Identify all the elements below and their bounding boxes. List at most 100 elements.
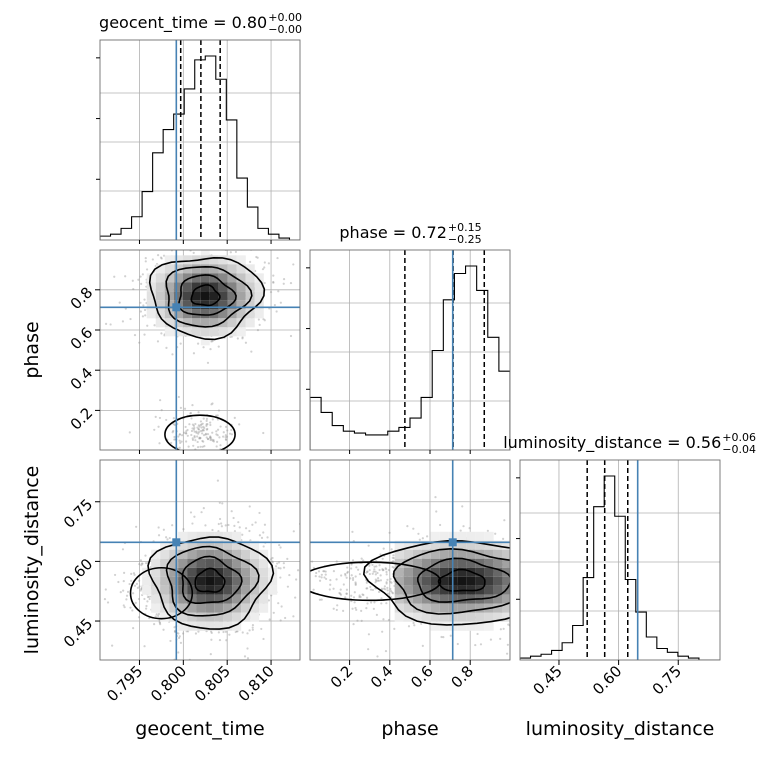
density-cell [223,621,233,631]
sample-point [381,569,384,572]
sample-point [379,579,383,582]
sample-point [206,438,210,441]
sample-point [577,566,579,568]
sample-point [177,632,180,635]
density-cell [191,282,201,292]
sample-point [380,602,383,605]
density-cell [484,576,494,586]
sample-point [143,298,146,301]
sample-point [373,565,376,568]
sample-point [220,522,223,525]
sample-point [136,246,138,248]
density-cell [512,604,521,613]
sample-point [186,630,190,633]
sample-point [201,422,204,425]
sample-point [210,403,213,406]
sample-point [185,430,188,433]
sample-point [385,573,388,576]
density-cell [430,612,440,622]
sample-point [206,423,209,426]
sample-point [138,562,141,566]
sample-point [386,589,389,592]
sample-point [555,590,557,592]
density-cell [223,549,233,559]
sample-point [474,643,477,647]
sample-point [323,570,326,573]
sample-point [212,440,215,443]
sample-point [330,599,332,601]
density-cell [151,558,161,568]
sample-point [260,627,263,631]
x-axis-label: phase [381,718,438,740]
histogram-geocent_time [100,55,300,240]
density-cell [227,273,237,283]
sample-point [541,612,543,614]
sample-point [180,440,183,443]
sample-point [421,644,424,648]
sample-point [203,426,206,430]
sample-point [345,592,348,595]
density-cell [512,541,521,550]
sample-point [354,575,357,578]
title-upper: +0.00 [268,11,302,24]
density-cell [178,603,188,613]
sample-point [166,538,169,541]
sample-point [292,615,295,618]
density-cell [214,585,224,595]
sample-point [533,602,535,604]
density-cell [173,309,183,319]
y-tick-label: 0.4 [67,364,97,394]
sample-point [516,564,518,566]
sample-point [258,534,262,537]
sample-point [234,250,238,254]
sample-point [173,626,176,629]
sample-point [322,570,325,573]
sample-point [539,601,541,603]
sample-point [202,346,205,349]
sample-point [538,599,540,601]
sample-point [218,501,221,504]
density-cell [236,300,246,310]
contour-level [165,545,260,617]
density-cell [241,567,251,577]
sample-point [258,323,261,327]
sample-point [511,598,513,600]
sample-point [199,450,201,452]
sample-point [209,423,212,427]
sample-point [294,596,297,599]
sample-point [366,570,369,573]
sample-point [351,559,355,562]
sample-point [132,627,135,630]
sample-point [541,593,543,595]
density-cell [164,318,174,328]
sample-point [346,566,349,569]
sample-point [289,590,291,592]
sample-point [545,557,547,559]
sample-point [550,588,552,590]
density-cell [155,309,165,319]
sample-point [392,554,395,557]
sample-point [289,334,293,338]
x-axis-label: geocent_time [135,718,264,740]
sample-point [373,601,376,604]
sample-point [543,537,545,539]
sample-point [206,432,210,436]
sample-point [104,588,107,591]
density-cell [205,585,215,595]
sample-point [251,626,254,629]
sample-point [540,582,542,584]
density-cell [439,594,449,604]
sample-point [197,411,200,414]
sample-point [279,588,281,590]
sample-point [200,511,203,514]
sample-point [211,528,214,532]
contour-secondary [310,561,442,602]
sample-point [209,436,212,439]
sample-point [277,602,280,605]
density-cell [475,603,485,613]
density-cell [484,585,494,595]
sample-point [205,436,208,439]
sample-point [345,588,349,591]
density-cell [430,594,440,604]
sample-point [122,589,125,592]
